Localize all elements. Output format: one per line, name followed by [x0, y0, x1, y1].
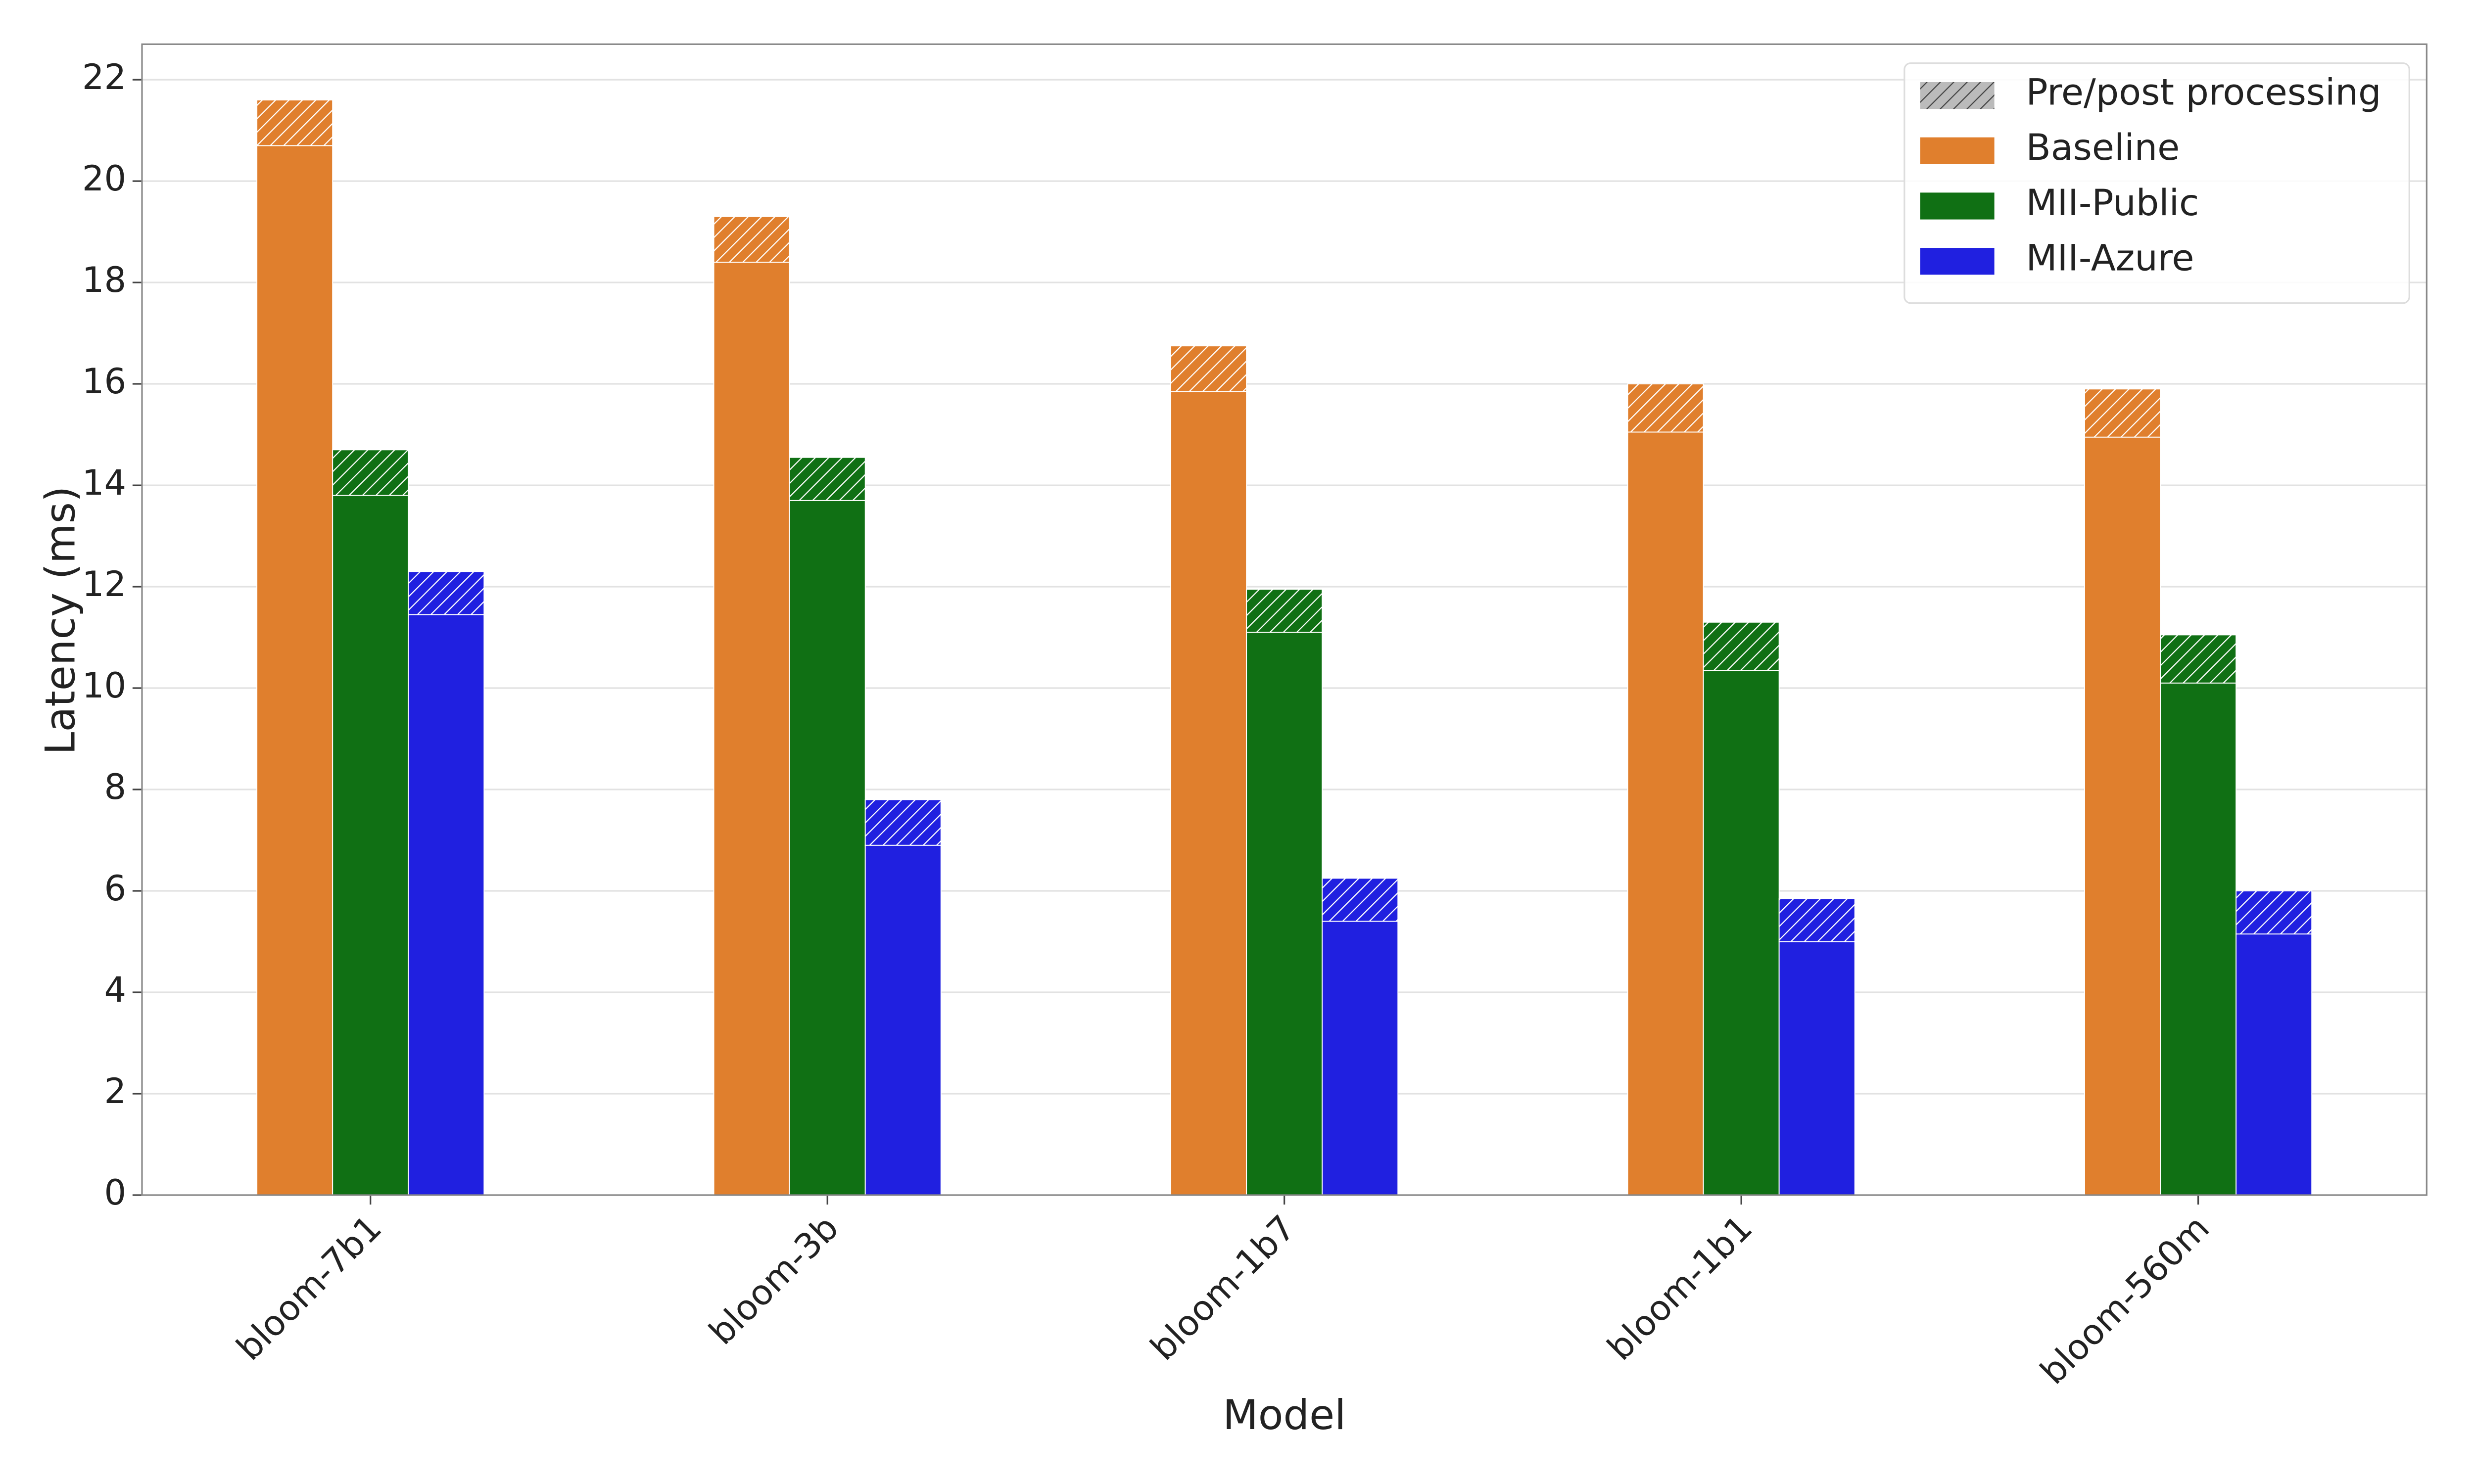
legend-label: MII-Azure [2026, 237, 2194, 279]
x-axis-label: Model [1223, 1391, 1346, 1439]
plot-frame [141, 43, 2427, 1196]
pre-post-bar [2236, 890, 2313, 935]
bar [713, 262, 790, 1196]
x-tick-label: bloom-3b [701, 1207, 846, 1352]
pre-post-bar [2084, 388, 2161, 438]
legend: Pre/post processing Baseline MII-Public MII… [1903, 62, 2410, 304]
pre-post-bar [408, 571, 485, 615]
pre-post-bar [1246, 589, 1323, 633]
y-tick-label: 4 [104, 970, 126, 1010]
bar [2236, 933, 2313, 1196]
bar [1703, 670, 1780, 1196]
y-tick-label: 16 [82, 361, 126, 402]
pre-post-bar [1322, 878, 1399, 922]
bar [1322, 921, 1399, 1196]
y-axis-label: Latency (ms) [37, 486, 85, 755]
legend-label: MII-Public [2026, 182, 2199, 224]
pre-post-bar [2160, 634, 2237, 684]
legend-label: Pre/post processing [2026, 71, 2381, 113]
legend-swatch [1920, 248, 1995, 275]
y-tick-label: 8 [104, 767, 126, 807]
legend-swatch [1920, 82, 1995, 109]
pre-post-bar [1778, 898, 1856, 942]
y-tick-label: 14 [82, 463, 126, 503]
legend-swatch [1920, 137, 1995, 164]
x-tick-label: bloom-1b7 [1142, 1207, 1303, 1368]
y-tick-label: 18 [82, 260, 126, 300]
pre-post-bar [1170, 345, 1247, 392]
y-tick-label: 0 [104, 1172, 126, 1213]
bar [256, 145, 333, 1196]
pre-post-bar [332, 449, 409, 496]
x-tick-label: bloom-560m [2033, 1207, 2217, 1392]
legend-swatch [1920, 192, 1995, 220]
y-tick-label: 6 [104, 868, 126, 909]
bar [2084, 436, 2161, 1196]
bar [789, 500, 866, 1196]
bar [408, 614, 485, 1196]
bar [1170, 391, 1247, 1196]
y-tick-label: 10 [82, 665, 126, 706]
bar [1778, 941, 1856, 1196]
legend-label: Baseline [2026, 127, 2180, 169]
x-tick-label: bloom-1b1 [1600, 1207, 1760, 1368]
y-tick-label: 22 [82, 57, 126, 97]
pre-post-bar [1627, 383, 1704, 433]
y-tick-label: 2 [104, 1071, 126, 1112]
pre-post-bar [1703, 621, 1780, 671]
bar [1627, 431, 1704, 1196]
bar [332, 495, 409, 1196]
pre-post-bar [789, 457, 866, 501]
bar [864, 844, 942, 1196]
y-tick-label: 12 [82, 564, 126, 604]
pre-post-bar [713, 216, 790, 263]
pre-post-bar [256, 99, 333, 146]
pre-post-bar [864, 799, 942, 846]
legend-box [1903, 62, 2410, 304]
bar [1246, 632, 1323, 1196]
x-tick-label: bloom-7b1 [229, 1207, 389, 1368]
bar [2160, 682, 2237, 1196]
y-tick-label: 20 [82, 158, 126, 199]
